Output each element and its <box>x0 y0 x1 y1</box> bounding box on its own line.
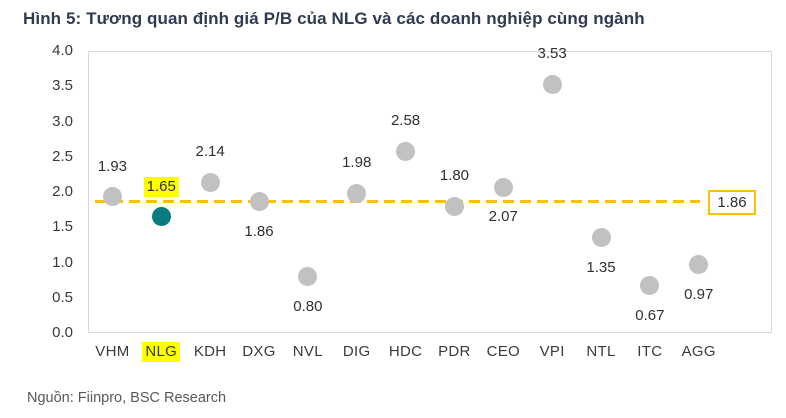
value-label-dxg: 1.86 <box>244 222 274 240</box>
x-axis-label-ntl: NTL <box>586 343 616 360</box>
y-axis-tick-label: 3.5 <box>52 77 73 95</box>
y-axis-tick-label: 1.5 <box>52 218 73 236</box>
x-axis-label-nvl: NVL <box>292 343 323 360</box>
value-label-kdh: 2.14 <box>195 143 225 161</box>
value-label-itc: 0.67 <box>635 306 665 324</box>
x-axis-label-nlg: NLG <box>134 342 188 362</box>
data-point-dxg <box>249 192 269 212</box>
data-point-pdr <box>444 196 464 216</box>
y-axis-tick-label: 0.0 <box>52 324 73 341</box>
x-axis-label-kdh: KDH <box>193 343 227 360</box>
figure-title: Hình 5: Tương quan định giá P/B của NLG … <box>23 9 645 28</box>
data-point-itc <box>640 276 660 296</box>
y-axis-tick-label: 0.5 <box>52 288 73 306</box>
y-axis-tick-label: 4.0 <box>52 42 73 59</box>
data-point-ceo <box>493 177 513 197</box>
data-point-agg <box>689 255 709 275</box>
value-label-nlg: 1.65 <box>131 176 191 197</box>
y-axis-tick-label: 3.0 <box>52 112 73 130</box>
source-note: Nguồn: Fiinpro, BSC Research <box>27 390 227 406</box>
value-label-nvl: 0.80 <box>293 297 323 315</box>
y-axis-tick-label: 2.0 <box>52 183 73 200</box>
x-axis-label-pdr: PDR <box>438 343 471 360</box>
data-point-nvl <box>298 267 318 287</box>
data-point-dig <box>347 183 367 203</box>
value-label-vpi: 3.53 <box>537 45 567 63</box>
data-point-hdc <box>396 141 416 161</box>
value-label-vhm: 1.93 <box>97 157 128 175</box>
value-label-dig: 1.98 <box>342 154 372 172</box>
reference-line <box>95 200 700 204</box>
data-point-vpi <box>542 74 562 94</box>
y-axis-tick-label: 1.0 <box>52 253 73 271</box>
x-axis-label-dig: DIG <box>342 343 371 360</box>
value-label-pdr: 1.80 <box>439 167 470 185</box>
value-label-ntl: 1.35 <box>586 258 616 276</box>
x-axis-label-vhm: VHM <box>95 343 130 360</box>
value-label-agg: 0.97 <box>684 285 714 303</box>
value-label-ceo: 2.07 <box>488 208 518 226</box>
data-point-vhm <box>102 187 122 207</box>
x-axis-label-itc: ITC <box>637 343 663 360</box>
data-point-nlg <box>151 207 171 227</box>
x-axis-label-ceo: CEO <box>486 343 520 360</box>
x-axis-label-agg: AGG <box>681 343 716 360</box>
x-axis-label-dxg: DXG <box>242 343 276 360</box>
value-label-hdc: 2.58 <box>390 112 421 130</box>
x-axis-label-hdc: HDC <box>388 343 423 360</box>
y-axis-tick-label: 2.5 <box>52 147 73 165</box>
x-axis-label-vpi: VPI <box>539 343 565 360</box>
data-point-ntl <box>591 228 611 248</box>
reference-line-value-box: 1.86 <box>708 190 756 215</box>
data-point-kdh <box>200 172 220 192</box>
